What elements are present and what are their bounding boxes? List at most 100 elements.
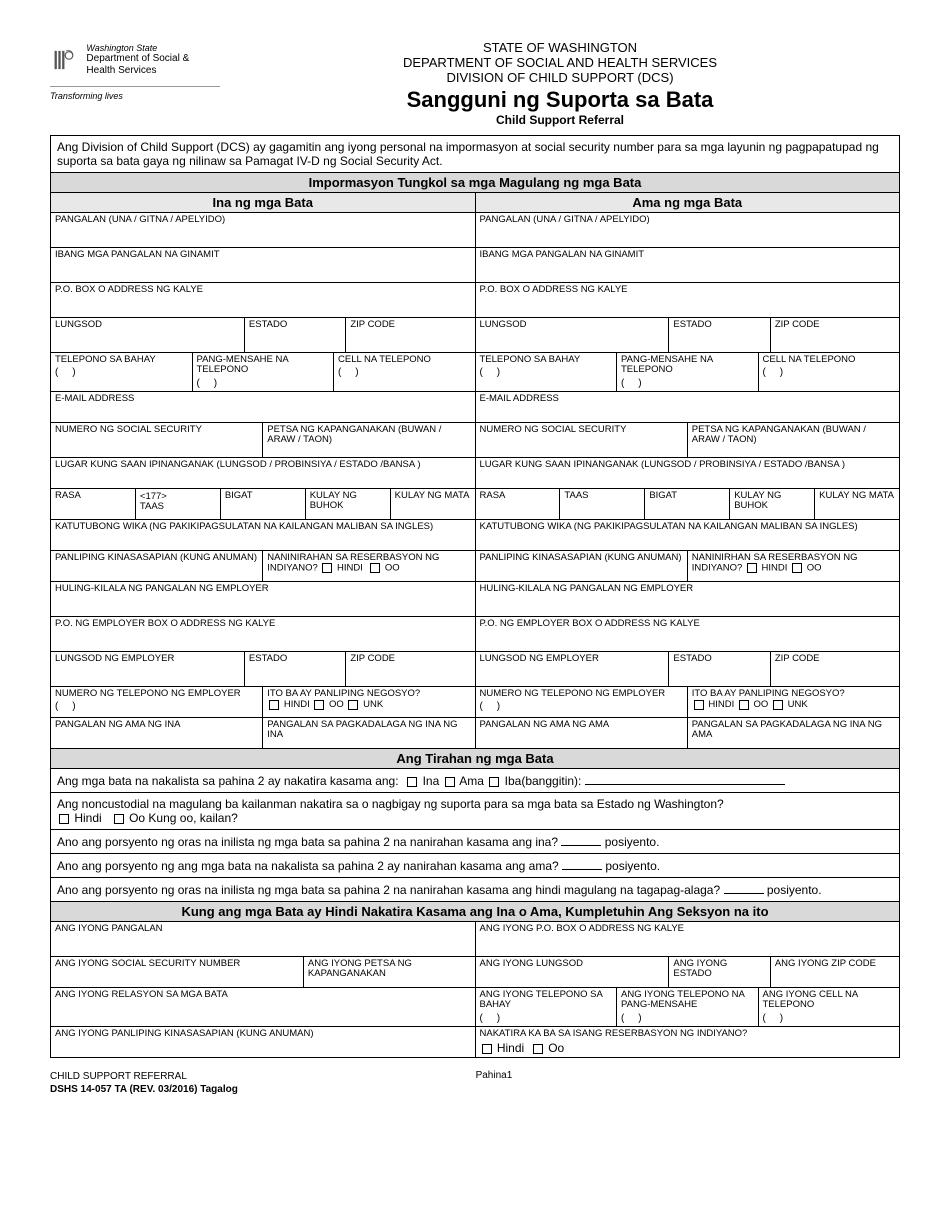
mother-employer-zip-field[interactable]: ZIP CODE xyxy=(346,652,474,686)
father-biz-hindi-checkbox[interactable] xyxy=(694,700,704,710)
page-header: Washington State Department of Social & … xyxy=(50,40,900,127)
header-dept: DEPARTMENT OF SOCIAL AND HEALTH SERVICES xyxy=(220,55,900,70)
livewith-ina-checkbox[interactable] xyxy=(407,777,417,787)
father-mother-maiden-field[interactable]: PANGALAN SA PAGKADALAGA NG INA NG AMA xyxy=(688,718,899,748)
father-eyes-field[interactable]: KULAY NG MATA xyxy=(815,489,899,519)
father-res-hindi-checkbox[interactable] xyxy=(747,563,757,573)
your-name-field[interactable]: ANG IYONG PANGALAN xyxy=(51,922,475,956)
your-msgphone-field[interactable]: ANG IYONG TELEPONO NA PANG-MENSAHE( ) xyxy=(617,988,759,1026)
your-addr-field[interactable]: ANG IYONG P.O. BOX O ADDRESS NG KALYE xyxy=(476,922,900,956)
mother-tribal-biz-field: ITO BA AY PANLIPING NEGOSYO? HINDI OO UN… xyxy=(263,687,474,717)
mother-address-field[interactable]: P.O. BOX O ADDRESS NG KALYE xyxy=(51,283,475,317)
father-biz-unk-checkbox[interactable] xyxy=(773,700,783,710)
mother-employer-field[interactable]: HULING-KILALA NG PANGALAN NG EMPLOYER xyxy=(51,582,475,616)
father-tribal-field[interactable]: PANLIPING KINASASAPIAN (KUNG ANUMAN) xyxy=(476,551,688,581)
father-state-field[interactable]: ESTADO xyxy=(669,318,770,352)
father-name-field[interactable]: PANGALAN (UNA / GITNA / APELYIDO) xyxy=(476,213,900,247)
father-dob-field[interactable]: PETSA NG KAPANGANAKAN (BUWAN / ARAW / TA… xyxy=(688,423,899,457)
mother-height-field[interactable]: <177>TAAS xyxy=(136,489,221,519)
livewith-iba-checkbox[interactable] xyxy=(489,777,499,787)
section2-header: Ang Tirahan ng mga Bata xyxy=(51,749,899,769)
mother-birthplace-field[interactable]: LUGAR KUNG SAAN IPINANGANAK (LUNGSOD / P… xyxy=(51,458,475,488)
father-homephone-field[interactable]: TELEPONO SA BAHAY( ) xyxy=(476,353,618,391)
father-weight-field[interactable]: BIGAT xyxy=(645,489,730,519)
mother-father-name-field[interactable]: PANGALAN NG AMA NG INA xyxy=(51,718,263,748)
your-zip-field[interactable]: ANG IYONG ZIP CODE xyxy=(771,957,899,987)
percent-ama-input[interactable] xyxy=(562,858,602,870)
father-employer-state-field[interactable]: ESTADO xyxy=(669,652,770,686)
your-city-field[interactable]: ANG IYONG LUNGSOD xyxy=(476,957,670,987)
mother-employer-state-field[interactable]: ESTADO xyxy=(245,652,346,686)
father-birthplace-field[interactable]: LUGAR KUNG SAAN IPINANGANAK (LUNGSOD / P… xyxy=(476,458,900,488)
mother-homephone-field[interactable]: TELEPONO SA BAHAY( ) xyxy=(51,353,193,391)
your-tribal-field[interactable]: ANG IYONG PANLIPING KINASASAPIAN (KUNG A… xyxy=(51,1027,475,1057)
father-employer-zip-field[interactable]: ZIP CODE xyxy=(771,652,899,686)
livewith-other-input[interactable] xyxy=(585,773,785,785)
your-homephone-field[interactable]: ANG IYONG TELEPONO SA BAHAY( ) xyxy=(476,988,618,1026)
mother-employer-phone-field[interactable]: NUMERO NG TELEPONO NG EMPLOYER( ) xyxy=(51,687,263,717)
father-col-header: Ama ng mga Bata xyxy=(476,193,900,213)
your-state-field[interactable]: ANG IYONG ESTADO xyxy=(669,957,770,987)
mother-biz-unk-checkbox[interactable] xyxy=(348,700,358,710)
mother-name-field[interactable]: PANGALAN (UNA / GITNA / APELYIDO) xyxy=(51,213,475,247)
father-father-name-field[interactable]: PANGALAN NG AMA NG AMA xyxy=(476,718,688,748)
percent-ina-input[interactable] xyxy=(561,834,601,846)
father-height-field[interactable]: TAAS xyxy=(560,489,645,519)
father-ssn-field[interactable]: NUMERO NG SOCIAL SECURITY xyxy=(476,423,688,457)
your-relation-field[interactable]: ANG IYONG RELASYON SA MGA BATA xyxy=(51,988,475,1026)
your-dob-field[interactable]: ANG IYONG PETSA NG KAPANGANAKAN xyxy=(304,957,475,987)
nc-hindi-checkbox[interactable] xyxy=(59,814,69,824)
father-cellphone-field[interactable]: CELL NA TELEPONO( ) xyxy=(759,353,900,391)
mother-lang-field[interactable]: KATUTUBONG WIKA (NG PAKIKIPAGSULATAN NA … xyxy=(51,520,475,550)
mother-ssn-field[interactable]: NUMERO NG SOCIAL SECURITY xyxy=(51,423,263,457)
mother-employer-addr-field[interactable]: P.O. NG EMPLOYER BOX O ADDRESS NG KALYE xyxy=(51,617,475,651)
your-res-hindi-checkbox[interactable] xyxy=(482,1044,492,1054)
father-lang-field[interactable]: KATUTUBONG WIKA (NG PAKIKIPAGSULATAN NA … xyxy=(476,520,900,550)
father-tribal-biz-field: ITO BA AY PANLIPING NEGOSYO? HINDI OO UN… xyxy=(688,687,899,717)
mother-weight-field[interactable]: BIGAT xyxy=(221,489,306,519)
father-address-field[interactable]: P.O. BOX O ADDRESS NG KALYE xyxy=(476,283,900,317)
father-zip-field[interactable]: ZIP CODE xyxy=(771,318,899,352)
mother-res-hindi-checkbox[interactable] xyxy=(322,563,332,573)
your-cellphone-field[interactable]: ANG IYONG CELL NA TELEPONO( ) xyxy=(759,988,900,1026)
father-employer-field[interactable]: HULING-KILALA NG PANGALAN NG EMPLOYER xyxy=(476,582,900,616)
father-employer-phone-field[interactable]: NUMERO NG TELEPONO NG EMPLOYER( ) xyxy=(476,687,688,717)
mother-email-field[interactable]: E-MAIL ADDRESS xyxy=(51,392,475,422)
mother-msgphone-field[interactable]: PANG-MENSAHE NA TELEPONO( ) xyxy=(193,353,335,391)
mother-city-field[interactable]: LUNGSOD xyxy=(51,318,245,352)
footer-formno: DSHS 14-057 TA (REV. 03/2016) Tagalog xyxy=(50,1083,238,1096)
livewith-ama-checkbox[interactable] xyxy=(445,777,455,787)
title-tagalog: Sangguni ng Suporta sa Bata xyxy=(220,87,900,113)
mother-hair-field[interactable]: KULAY NG BUHOK xyxy=(306,489,391,519)
your-res-oo-checkbox[interactable] xyxy=(533,1044,543,1054)
mother-biz-hindi-checkbox[interactable] xyxy=(269,700,279,710)
father-employer-city-field[interactable]: LUNGSOD NG EMPLOYER xyxy=(476,652,670,686)
father-res-oo-checkbox[interactable] xyxy=(792,563,802,573)
your-ssn-field[interactable]: ANG IYONG SOCIAL SECURITY NUMBER xyxy=(51,957,304,987)
father-msgphone-field[interactable]: PANG-MENSAHE NA TELEPONO( ) xyxy=(617,353,759,391)
mother-cellphone-field[interactable]: CELL NA TELEPONO( ) xyxy=(334,353,475,391)
mother-race-field[interactable]: RASA xyxy=(51,489,136,519)
nc-oo-checkbox[interactable] xyxy=(114,814,124,824)
father-biz-oo-checkbox[interactable] xyxy=(739,700,749,710)
mother-res-oo-checkbox[interactable] xyxy=(370,563,380,573)
mother-zip-field[interactable]: ZIP CODE xyxy=(346,318,474,352)
father-employer-addr-field[interactable]: P.O. NG EMPLOYER BOX O ADDRESS NG KALYE xyxy=(476,617,900,651)
mother-mother-maiden-field[interactable]: PANGALAN SA PAGKADALAGA NG INA NG INA xyxy=(263,718,474,748)
father-othernames-field[interactable]: IBANG MGA PANGALAN NA GINAMIT xyxy=(476,248,900,282)
father-hair-field[interactable]: KULAY NG BUHOK xyxy=(730,489,815,519)
mother-employer-city-field[interactable]: LUNGSOD NG EMPLOYER xyxy=(51,652,245,686)
mother-othernames-field[interactable]: IBANG MGA PANGALAN NA GINAMIT xyxy=(51,248,475,282)
father-race-field[interactable]: RASA xyxy=(476,489,561,519)
mother-eyes-field[interactable]: KULAY NG MATA xyxy=(391,489,475,519)
father-email-field[interactable]: E-MAIL ADDRESS xyxy=(476,392,900,422)
section1-header: Impormasyon Tungkol sa mga Magulang ng m… xyxy=(51,173,899,193)
mother-dob-field[interactable]: PETSA NG KAPANGANAKAN (BUWAN / ARAW / TA… xyxy=(263,423,474,457)
father-city-field[interactable]: LUNGSOD xyxy=(476,318,670,352)
percent-other-input[interactable] xyxy=(724,882,764,894)
mother-tribal-field[interactable]: PANLIPING KINASASAPIAN (KUNG ANUMAN) xyxy=(51,551,263,581)
father-reservation-field: NANINIRHAN SA RESERBASYON NG INDIYANO? H… xyxy=(688,551,899,581)
mother-state-field[interactable]: ESTADO xyxy=(245,318,346,352)
mother-biz-oo-checkbox[interactable] xyxy=(314,700,324,710)
section3-header: Kung ang mga Bata ay Hindi Nakatira Kasa… xyxy=(51,902,899,922)
